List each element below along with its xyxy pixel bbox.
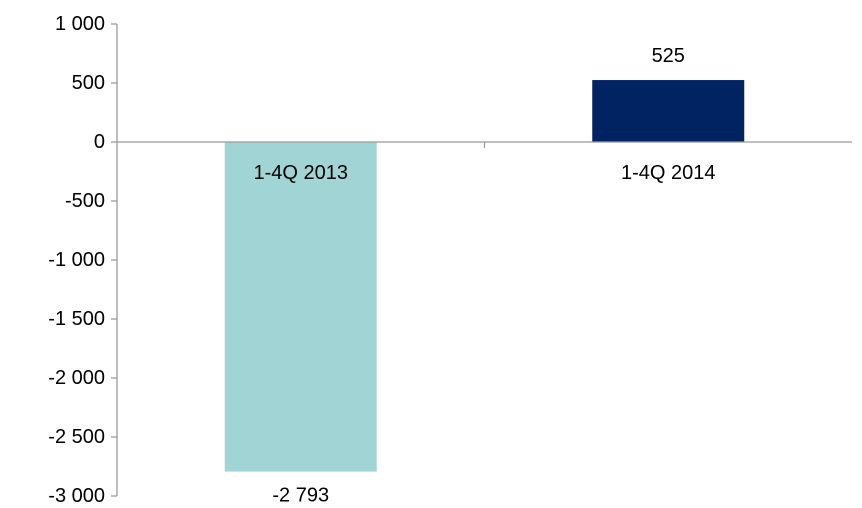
- data-label: -2 793: [272, 485, 329, 507]
- x-axis: 1-4Q 2013 1-4Q 2014: [117, 141, 852, 184]
- data-labels: -2 793 525: [272, 45, 685, 507]
- y-tick-label: -1 500: [48, 308, 105, 330]
- x-tick-label: 1-4Q 2014: [621, 162, 716, 184]
- y-tick-label: -2 500: [48, 426, 105, 448]
- y-axis: 1 000 500 0 -500 -1 000 -1 500 -2 000 -2 500 -3 …: [48, 13, 118, 507]
- data-label: 525: [652, 45, 685, 67]
- bar: [224, 142, 377, 472]
- y-tick-label: -2 000: [48, 367, 105, 389]
- y-tick-label: 500: [72, 72, 105, 94]
- bars: [224, 80, 745, 472]
- y-tick-label: -500: [65, 190, 105, 212]
- y-tick-label: 0: [94, 131, 105, 153]
- x-tick-label: 1-4Q 2013: [253, 162, 348, 184]
- bar: [592, 80, 745, 142]
- y-tick-label: -3 000: [48, 485, 105, 507]
- y-tick-label: -1 000: [48, 249, 105, 271]
- y-tick-label: 1 000: [55, 13, 105, 35]
